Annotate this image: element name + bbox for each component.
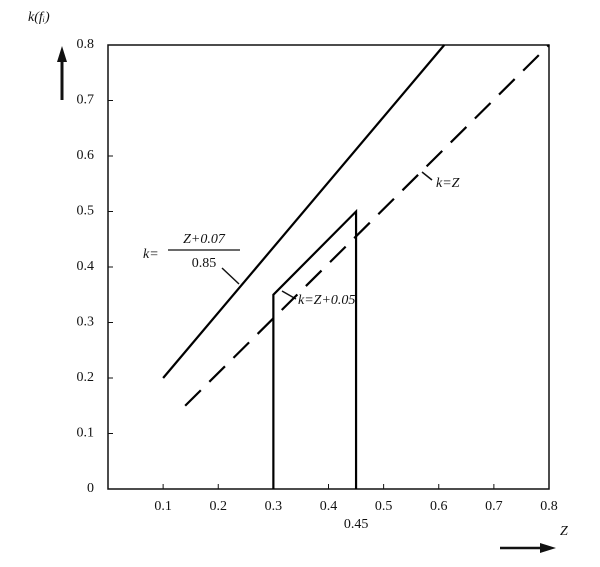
series-line xyxy=(272,208,358,489)
x-tick-label: 0.6 xyxy=(430,499,448,514)
annotation-denominator: 0.85 xyxy=(192,256,217,271)
annotation: k=Z+0.05 xyxy=(298,293,355,308)
x-tick-label: 0.4 xyxy=(320,499,338,514)
y-tick-label: 0.3 xyxy=(77,315,95,330)
series-line xyxy=(184,44,550,407)
annotation: k= xyxy=(143,247,159,262)
y-axis-label: k(fᵢ) xyxy=(28,10,50,25)
y-tick-label: 0.2 xyxy=(77,370,95,385)
x-tick-label: 0.2 xyxy=(210,499,228,514)
y-axis-arrow-head xyxy=(57,46,67,62)
pointer xyxy=(421,171,433,181)
y-tick-label: 0.6 xyxy=(77,148,95,163)
y-tick-label: 0 xyxy=(87,481,94,496)
x-tick-label: 0.8 xyxy=(540,499,558,514)
x-axis-arrow-head xyxy=(540,543,556,553)
x-axis-label: Z xyxy=(560,524,568,539)
series-line xyxy=(162,44,446,379)
y-tick-label: 0.8 xyxy=(77,37,95,52)
y-tick-label: 0.4 xyxy=(77,259,95,274)
x-tick-label: 0.7 xyxy=(485,499,503,514)
x-tick-label: 0.45 xyxy=(344,517,369,532)
pointer xyxy=(221,267,240,285)
y-tick-label: 0.1 xyxy=(77,426,95,441)
annotation: k=Z xyxy=(436,176,460,191)
annotation-numerator: Z+0.07 xyxy=(183,232,226,247)
x-tick-label: 0.3 xyxy=(265,499,283,514)
x-tick-label: 0.1 xyxy=(154,499,172,514)
y-tick-label: 0.5 xyxy=(77,204,95,219)
y-tick-label: 0.7 xyxy=(77,93,95,108)
x-tick-label: 0.5 xyxy=(375,499,393,514)
